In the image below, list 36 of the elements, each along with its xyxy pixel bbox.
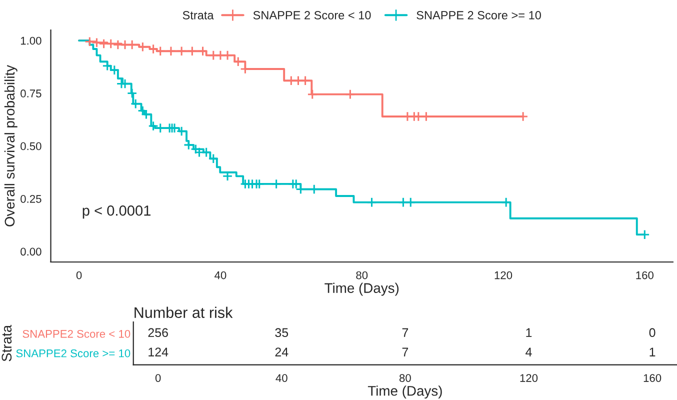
data-label: 256: [148, 328, 168, 338]
legend-label: SNAPPE 2 Score < 10: [253, 11, 371, 20]
x-axis-title: Time (Days): [368, 386, 442, 399]
x-axis-title: Time (Days): [324, 282, 399, 296]
data-label: 1: [526, 328, 532, 337]
x-tick-label: 160: [644, 374, 662, 382]
y-tick-label: 0.25: [20, 194, 42, 203]
x-tick-label: 0: [76, 271, 82, 280]
x-tick-label: 80: [356, 271, 368, 280]
data-label: 24: [275, 348, 288, 356]
x-tick-label: 160: [636, 271, 654, 280]
data-label: 1: [650, 348, 656, 356]
data-label: 4: [526, 348, 532, 356]
y-axis-title: Strata: [2, 324, 12, 362]
chart-title: Number at risk: [134, 306, 233, 318]
y-tick-label: 0.75: [20, 90, 42, 98]
x-tick-label: 0: [155, 374, 161, 382]
data-label: 7: [402, 328, 408, 337]
legend-label: SNAPPE 2 Score >= 10: [416, 11, 541, 20]
x-tick-label: 80: [399, 374, 411, 382]
y-axis-title: Overall survival probability: [4, 64, 18, 226]
y-tick-label: 1.00: [20, 36, 42, 45]
x-tick-label: 40: [214, 271, 226, 280]
data-label: 0: [649, 328, 656, 338]
x-tick-label: 120: [520, 374, 538, 382]
legend-title: Strata: [182, 11, 214, 20]
data-label: 35: [275, 328, 288, 338]
y-tick-label: SNAPPE2 Score >= 10: [16, 349, 130, 358]
x-tick-label: 40: [276, 374, 288, 382]
y-tick-label: 0.00: [20, 248, 42, 256]
annotation: p < 0.0001: [82, 205, 151, 219]
data-label: 124: [148, 348, 168, 356]
y-tick-label: SNAPPE2 Score < 10: [22, 330, 130, 338]
x-tick-label: 120: [494, 271, 512, 280]
y-tick-label: 0.50: [20, 142, 42, 150]
data-label: 7: [402, 348, 408, 356]
